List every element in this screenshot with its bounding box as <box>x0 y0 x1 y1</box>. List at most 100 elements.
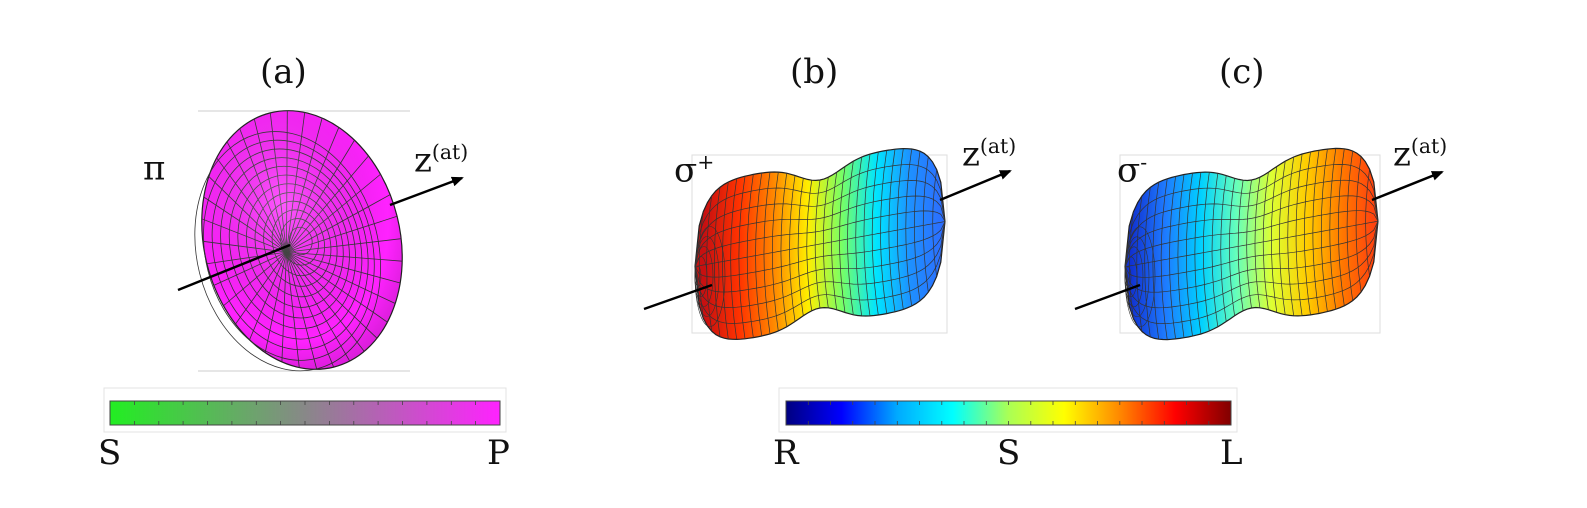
peanut-mesh-line <box>694 210 946 267</box>
peanut-mesh-line <box>694 221 946 293</box>
peanut-mesh-line <box>823 177 829 308</box>
peanut-mesh-line <box>694 164 946 267</box>
axis-sup-b: (at) <box>979 134 1017 158</box>
peanut-mesh-line <box>694 180 946 267</box>
panel-a-label: (a) <box>260 52 307 92</box>
peanut-mesh-line <box>905 148 913 307</box>
polarization-sup-c: - <box>1140 150 1148 174</box>
panel-c-axis-arrow <box>1371 170 1444 202</box>
panel-c-surface <box>1074 147 1444 341</box>
peanut-mesh-line <box>738 176 746 339</box>
panel-b-axis-back <box>643 283 713 311</box>
peanut-mesh-line <box>1246 179 1252 309</box>
polarization-symbol-b: σ <box>674 150 698 191</box>
peanut-mesh-line <box>1271 166 1278 313</box>
peanut-mesh-line <box>722 181 729 340</box>
colorbar-sp <box>103 387 507 433</box>
peanut-mesh-line <box>789 175 796 322</box>
torus-shading <box>201 110 403 370</box>
torus-mesh <box>194 110 403 372</box>
peanut-mesh-line <box>797 178 804 316</box>
polarization-sup-b: + <box>697 150 715 174</box>
peanut-mesh-line <box>1124 221 1379 278</box>
peanut-mesh-line <box>1229 178 1235 316</box>
panel-b-label: (b) <box>790 52 839 92</box>
peanut-mesh-line <box>730 178 738 340</box>
peanut-mesh-line <box>694 195 946 267</box>
peanut-mesh-line <box>1329 148 1337 310</box>
peanut-mesh-line <box>1160 178 1168 340</box>
peanut-mesh-line <box>1194 172 1202 335</box>
panel-b-frame <box>691 154 948 334</box>
polarization-symbol-a: π <box>143 148 166 189</box>
peanut-mesh-line <box>863 154 871 316</box>
peanut-mesh-line <box>746 174 754 338</box>
peanut-mesh-line <box>880 150 888 314</box>
axis-sup-a: (at) <box>431 140 469 164</box>
peanut-end-ring <box>1124 226 1156 328</box>
axis-label-c: z(at) <box>1393 134 1447 174</box>
peanut-mesh-line <box>1320 149 1328 312</box>
peanut-mesh-line <box>896 148 904 310</box>
peanut-mesh-line <box>1124 195 1379 267</box>
axis-symbol-b: z <box>962 134 980 175</box>
axis-symbol-c: z <box>1393 134 1411 175</box>
peanut-mesh-line <box>1124 210 1379 267</box>
peanut-mesh-line <box>1211 173 1219 327</box>
peanut-mesh-line <box>1287 156 1295 316</box>
axis-label-b: z(at) <box>962 134 1016 174</box>
panel-b-axis-arrow <box>939 169 1012 202</box>
colorbar-rsl-middle-label: S <box>997 433 1021 473</box>
peanut-mesh-line <box>1295 153 1303 316</box>
peanut-mesh-line <box>694 221 946 267</box>
colorbar-rsl-left-label: R <box>773 433 799 473</box>
peanut-mesh-line <box>1124 164 1379 267</box>
colorbar-sp-ticks <box>133 401 477 425</box>
peanut-mesh-line <box>814 179 821 309</box>
panel-a-axis-arrow <box>389 176 464 207</box>
peanut-mesh-line <box>1169 176 1176 339</box>
peanut-mesh-line <box>772 172 779 331</box>
colorbar-rsl-ticks <box>807 401 1210 425</box>
peanut-mesh-line <box>914 151 921 301</box>
colorbar-sp-left-label: S <box>98 433 122 473</box>
peanut-mesh-line <box>1152 182 1160 340</box>
peanut-mesh-line <box>1203 172 1210 332</box>
peanut-mesh-c <box>1124 147 1379 341</box>
peanut-mesh-line <box>1177 174 1185 338</box>
colorbar-rsl-right-label: L <box>1220 433 1243 473</box>
peanut-mesh-line <box>763 172 771 334</box>
polarization-symbol-c: σ <box>1117 150 1141 191</box>
peanut-mesh-line <box>1220 175 1227 322</box>
panel-c-label: (c) <box>1219 52 1265 92</box>
peanut-mesh-line <box>1254 177 1261 308</box>
peanut-mesh-line <box>694 221 946 308</box>
panel-b-surface <box>643 147 1012 341</box>
peanut-mesh-line <box>698 211 704 319</box>
peanut-mesh-line <box>806 180 813 311</box>
colorbar-sp-right-label: P <box>487 433 510 473</box>
polarization-label-c: σ- <box>1117 150 1147 190</box>
peanut-mesh-line <box>1279 161 1286 315</box>
peanut-mesh-line <box>755 172 763 337</box>
peanut-mesh-line <box>694 221 946 278</box>
peanut-mesh-line <box>1124 221 1379 293</box>
peanut-mesh-line <box>839 166 846 313</box>
peanut-mesh-line <box>932 169 938 277</box>
panel-a-surface <box>177 110 464 372</box>
peanut-mesh-line <box>1304 151 1311 315</box>
polarization-label-b: σ+ <box>674 150 714 190</box>
peanut-mesh-line <box>1237 180 1244 311</box>
axis-symbol-a: z <box>414 140 432 181</box>
peanut-mesh-line <box>780 173 788 327</box>
peanut-mesh-line <box>1338 148 1345 306</box>
peanut-end-ring <box>694 226 726 327</box>
peanut-mesh-line <box>1129 211 1134 319</box>
peanut-mesh-line <box>847 161 854 315</box>
peanut-mesh-line <box>922 156 929 293</box>
axis-label-a: z(at) <box>414 140 468 180</box>
polarization-label-a: π <box>143 148 165 188</box>
peanut-mesh-line <box>1124 221 1379 309</box>
axis-sup-c: (at) <box>1410 134 1448 158</box>
peanut-mesh-line <box>855 157 863 316</box>
